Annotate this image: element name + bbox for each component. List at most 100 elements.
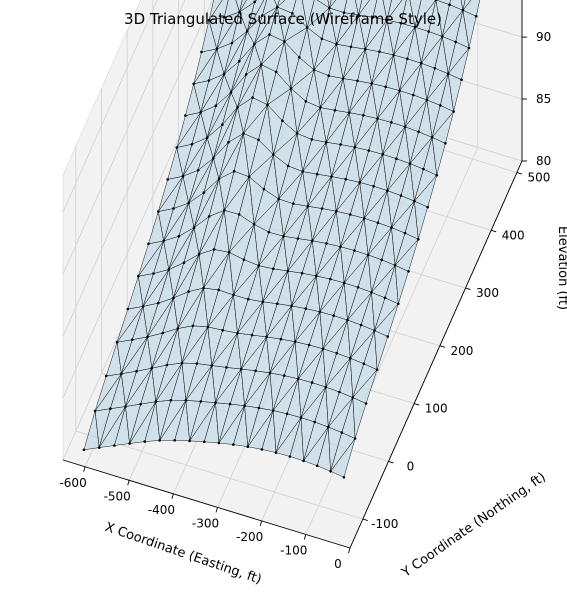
mesh-vertex [146,335,149,339]
x-axis-line [62,459,351,549]
mesh-vertex [304,307,308,310]
mesh-vertex [289,87,293,90]
mesh-vertex [217,177,221,181]
mesh-vertex [422,167,425,171]
mesh-vertex [376,117,379,120]
mesh-vertex [385,18,389,22]
mesh-triangle [262,0,278,16]
mesh-vertex [196,168,200,172]
mesh-vertex [353,437,357,440]
mesh-vertex [154,400,158,404]
mesh-vertex [229,91,233,94]
y-tick-mark [362,518,368,522]
mesh-vertex [381,153,385,156]
mesh-triangle [316,0,330,9]
grid-z-left [62,0,158,213]
mesh-vertex [347,111,351,114]
mesh-vertex [302,459,305,463]
mesh-triangle [239,0,247,13]
mesh-vertex [191,324,195,328]
mesh-triangle [274,0,280,8]
x-tick-mark [259,520,263,527]
mesh-vertex [207,215,211,218]
mesh-vertex [427,30,431,33]
mesh-vertex [426,205,430,209]
mesh-vertex [341,77,345,80]
mesh-vertex [243,404,246,408]
mesh-vertex [242,258,246,261]
mesh-vertex [257,138,260,142]
mesh-vertex [460,78,463,81]
mesh-vertex [212,248,216,251]
mesh-vertex [433,66,437,70]
mesh-vertex [259,63,263,66]
mesh-vertex [325,242,328,245]
mesh-vertex [232,443,235,446]
grid-z-left [62,0,213,337]
mesh-vertex [386,335,390,338]
mesh-vertex [310,381,314,384]
mesh-vertex [367,149,371,152]
mesh-vertex [283,40,286,43]
mesh-vertex [412,93,415,97]
mesh-vertex [373,329,376,332]
mesh-vertex [324,385,328,389]
mesh-vertex [279,337,283,341]
y-tick-label: 100 [425,402,448,416]
mesh-vertex [349,213,352,216]
mesh-vertex [187,290,190,293]
x-tick-mark [83,466,86,472]
mesh-vertex [319,106,322,109]
mesh-vertex [82,448,86,452]
mesh-vertex [295,132,299,135]
mesh-triangle [460,0,466,11]
mesh-vertex [236,331,239,335]
mesh-vertex [327,425,330,429]
mesh-vertex [340,431,344,434]
mesh-vertex [306,205,310,208]
x-tick-label: -600 [59,476,86,490]
mesh-vertex [328,6,331,10]
mesh-vertex [237,213,241,216]
mesh-vertex [207,79,211,82]
y-tick-label: 500 [527,171,550,185]
mesh-vertex [180,361,184,365]
mesh-vertex [276,5,279,9]
mesh-vertex [349,45,353,49]
mesh-vertex [192,82,195,86]
y-tick-label: 400 [502,228,525,242]
y-tick-mark [388,460,394,464]
y-tick-mark [491,229,497,233]
z-tick-label: 80 [536,154,551,168]
mesh-vertex [157,301,160,305]
mesh-vertex [362,362,366,366]
mesh-triangle [327,0,332,9]
mesh-vertex [199,400,202,403]
mesh-vertex [93,409,97,413]
mesh-vertex [152,272,155,275]
mesh-vertex [307,343,311,347]
mesh-vertex [320,37,324,40]
mesh-vertex [172,207,175,210]
mesh-triangle [358,0,370,16]
mesh-vertex [272,267,275,271]
mesh-vertex [286,164,290,168]
x-tick-label: -200 [236,530,263,544]
mesh-vertex [227,140,230,144]
mesh-vertex [285,412,289,416]
mesh-vertex [161,331,164,335]
mesh-vertex [236,105,239,109]
mesh-vertex [378,50,381,53]
mesh-vertex [390,226,393,229]
mesh-vertex [398,89,401,92]
x-tick-mark [348,547,351,554]
mesh-vertex [227,251,231,254]
mesh-vertex [126,307,130,311]
mesh-vertex [357,13,360,17]
triangulated-surface [82,0,481,479]
mesh-vertex [245,29,249,33]
mesh-vertex [419,61,423,65]
mesh-vertex [206,325,210,329]
mesh-vertex [376,221,380,224]
